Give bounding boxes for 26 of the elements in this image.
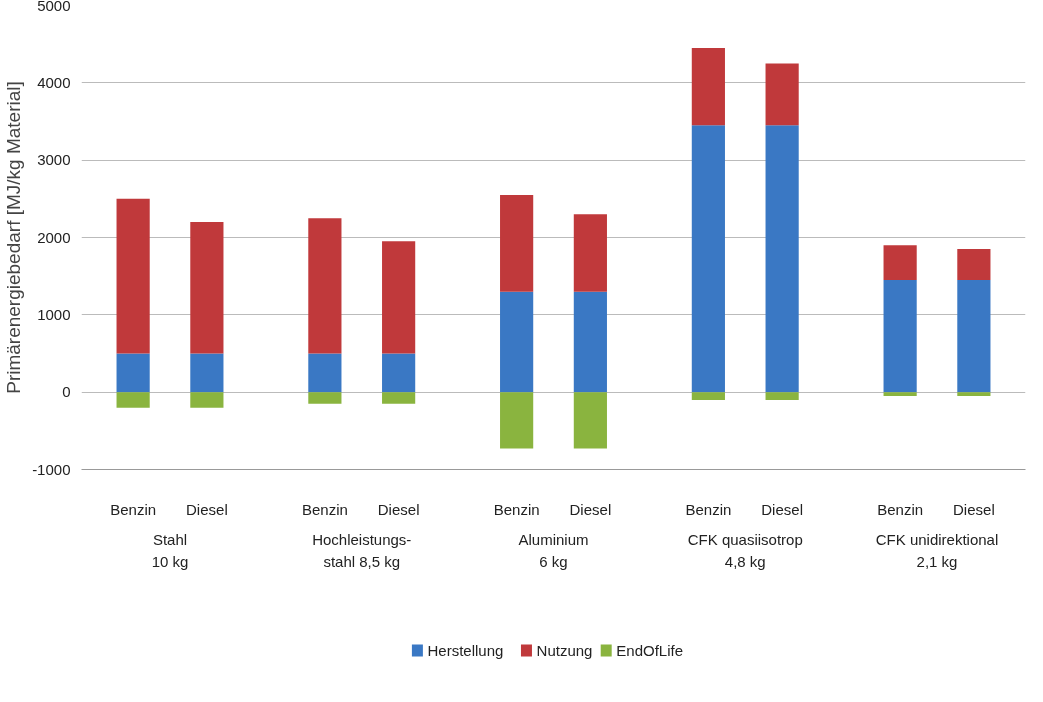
legend-label: Nutzung xyxy=(536,642,593,659)
category-label: Aluminium 6 kg xyxy=(518,530,589,570)
y-tick-label: 5000 xyxy=(37,0,71,14)
category-label: Diesel xyxy=(761,500,803,518)
category-label: Benzin xyxy=(685,500,732,518)
y-tick-label: -1000 xyxy=(32,460,71,478)
category-label: Diesel xyxy=(377,500,420,518)
y-tick-label: 2000 xyxy=(37,228,71,246)
category-label: Hochleistungs- stahl 8,5 kg xyxy=(312,530,412,570)
category-label: Benzin xyxy=(301,500,348,518)
y-tick-label: 1000 xyxy=(37,305,71,323)
category-label: Benzin xyxy=(110,500,157,518)
category-label: Stahl 10 kg xyxy=(151,530,189,570)
category-label: CFK unidirektional 2,1 kg xyxy=(875,530,999,570)
legend-label: Herstellung xyxy=(427,642,504,659)
category-label: Benzin xyxy=(877,500,924,518)
category-label: CFK quasiisotrop 4,8 kg xyxy=(687,530,803,570)
y-tick-label: 4000 xyxy=(37,73,71,91)
y-tick-label: 0 xyxy=(62,383,71,401)
y-tick-label: 3000 xyxy=(37,151,71,169)
category-label: Diesel xyxy=(569,500,612,518)
category-label: Benzin xyxy=(493,500,540,518)
y-axis-title: Primärenergiebedarf [MJ/kg Material] xyxy=(3,81,25,394)
category-label: Diesel xyxy=(953,500,995,518)
category-label: Diesel xyxy=(186,500,228,518)
legend-label: EndOfLife xyxy=(616,642,683,659)
